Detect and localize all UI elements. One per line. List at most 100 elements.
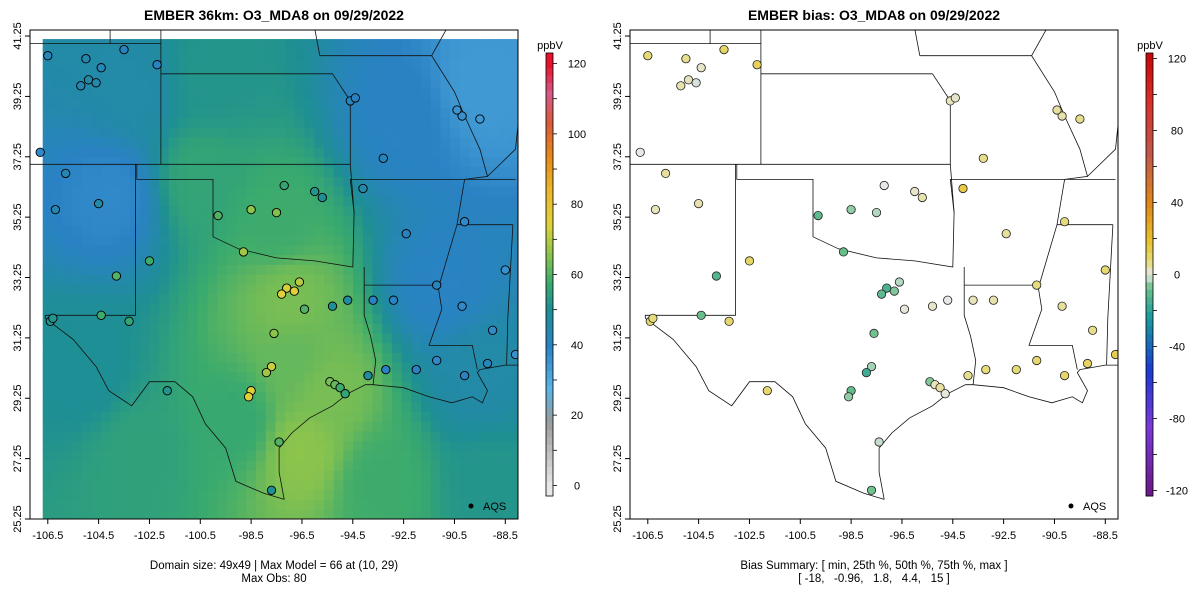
model-cell: [265, 499, 277, 510]
model-cell: [362, 107, 374, 119]
right-title: EMBER bias: O3_MDA8 on 09/29/2022: [748, 7, 1000, 23]
model-cell: [130, 440, 141, 452]
colorbar-segment: [546, 451, 553, 460]
model-cell: [42, 234, 54, 246]
state-boundary: [30, 43, 162, 165]
model-cell: [62, 156, 73, 167]
model-cell: [100, 479, 112, 491]
model-cell: [498, 195, 509, 207]
model-cell: [459, 166, 471, 177]
model-cell: [382, 479, 393, 491]
model-cell: [168, 323, 180, 334]
model-cell: [430, 470, 441, 481]
colorbar-segment: [546, 89, 553, 98]
model-cell: [430, 421, 441, 432]
model-cell: [411, 58, 422, 70]
model-cell: [227, 293, 238, 305]
model-cell: [217, 117, 228, 128]
model-cell: [469, 205, 480, 216]
model-cell: [343, 489, 354, 501]
model-cell: [333, 225, 344, 236]
model-cell: [236, 39, 247, 50]
model-cell: [42, 283, 54, 295]
colorbar-segment: [1146, 267, 1153, 275]
model-cell: [110, 430, 121, 442]
right-plot-background: [630, 30, 1118, 519]
model-cell: [391, 479, 403, 491]
model-cell: [362, 166, 374, 177]
model-cell: [139, 411, 151, 422]
station-marker: [327, 301, 338, 311]
model-cell: [100, 264, 112, 275]
model-cell: [353, 470, 364, 481]
model-cell: [498, 342, 509, 354]
model-cell: [498, 470, 509, 481]
model-cell: [217, 401, 228, 412]
model-cell: [71, 48, 83, 60]
model-cell: [52, 421, 63, 432]
model-cell: [469, 323, 480, 334]
model-cell: [81, 146, 92, 158]
model-cell: [324, 499, 335, 510]
model-cell: [256, 303, 267, 314]
model-cell: [362, 234, 374, 246]
model-cell: [275, 127, 286, 138]
model-cell: [149, 254, 160, 265]
model-cell: [91, 48, 102, 60]
model-cell: [217, 274, 228, 285]
model-cell: [178, 264, 189, 275]
model-cell: [479, 313, 490, 324]
model-cell: [372, 450, 383, 461]
colorbar-segment: [546, 215, 553, 224]
colorbar-segment: [1146, 281, 1153, 290]
model-cell: [459, 225, 471, 236]
model-cell: [479, 421, 490, 432]
model-cell: [256, 489, 267, 501]
x-tick-label: -90.5: [1042, 530, 1067, 542]
model-cell: [188, 274, 199, 285]
model-cell: [236, 430, 247, 442]
model-cell: [246, 479, 257, 491]
model-cell: [207, 499, 218, 510]
model-cell: [421, 127, 432, 138]
model-cell: [256, 323, 267, 334]
model-cell: [411, 264, 422, 275]
model-cell: [71, 323, 83, 334]
station-marker: [510, 349, 518, 360]
station-marker: [111, 271, 122, 281]
model-cell: [110, 381, 121, 393]
left-colorbar-label: ppbV: [537, 40, 563, 52]
model-cell: [217, 127, 228, 138]
model-cell: [285, 185, 296, 197]
model-cell: [333, 166, 344, 177]
model-cell: [62, 68, 73, 79]
model-cell: [236, 293, 247, 305]
model-cell: [498, 205, 509, 216]
model-cell: [362, 489, 374, 501]
model-cell: [391, 254, 403, 265]
station-marker: [294, 277, 305, 287]
model-cell: [130, 107, 141, 119]
station-marker: [459, 370, 470, 381]
colorbar-segment: [546, 436, 553, 445]
model-cell: [159, 332, 170, 344]
model-cell: [130, 479, 141, 491]
model-cell: [81, 166, 92, 177]
model-cell: [391, 323, 403, 334]
model-cell: [275, 303, 286, 314]
model-cell: [236, 225, 247, 236]
model-cell: [382, 460, 393, 471]
model-cell: [168, 499, 180, 510]
model-cell: [265, 391, 277, 403]
station-marker: [475, 114, 485, 124]
model-cell: [139, 88, 151, 99]
colorbar-segment: [1146, 407, 1153, 416]
model-cell: [333, 185, 344, 197]
model-cell: [459, 88, 471, 99]
model-cell: [294, 430, 306, 442]
model-cell: [401, 323, 412, 334]
model-cell: [401, 244, 412, 256]
model-cell: [62, 58, 73, 70]
model-cell: [256, 362, 267, 373]
model-cell: [81, 421, 92, 432]
